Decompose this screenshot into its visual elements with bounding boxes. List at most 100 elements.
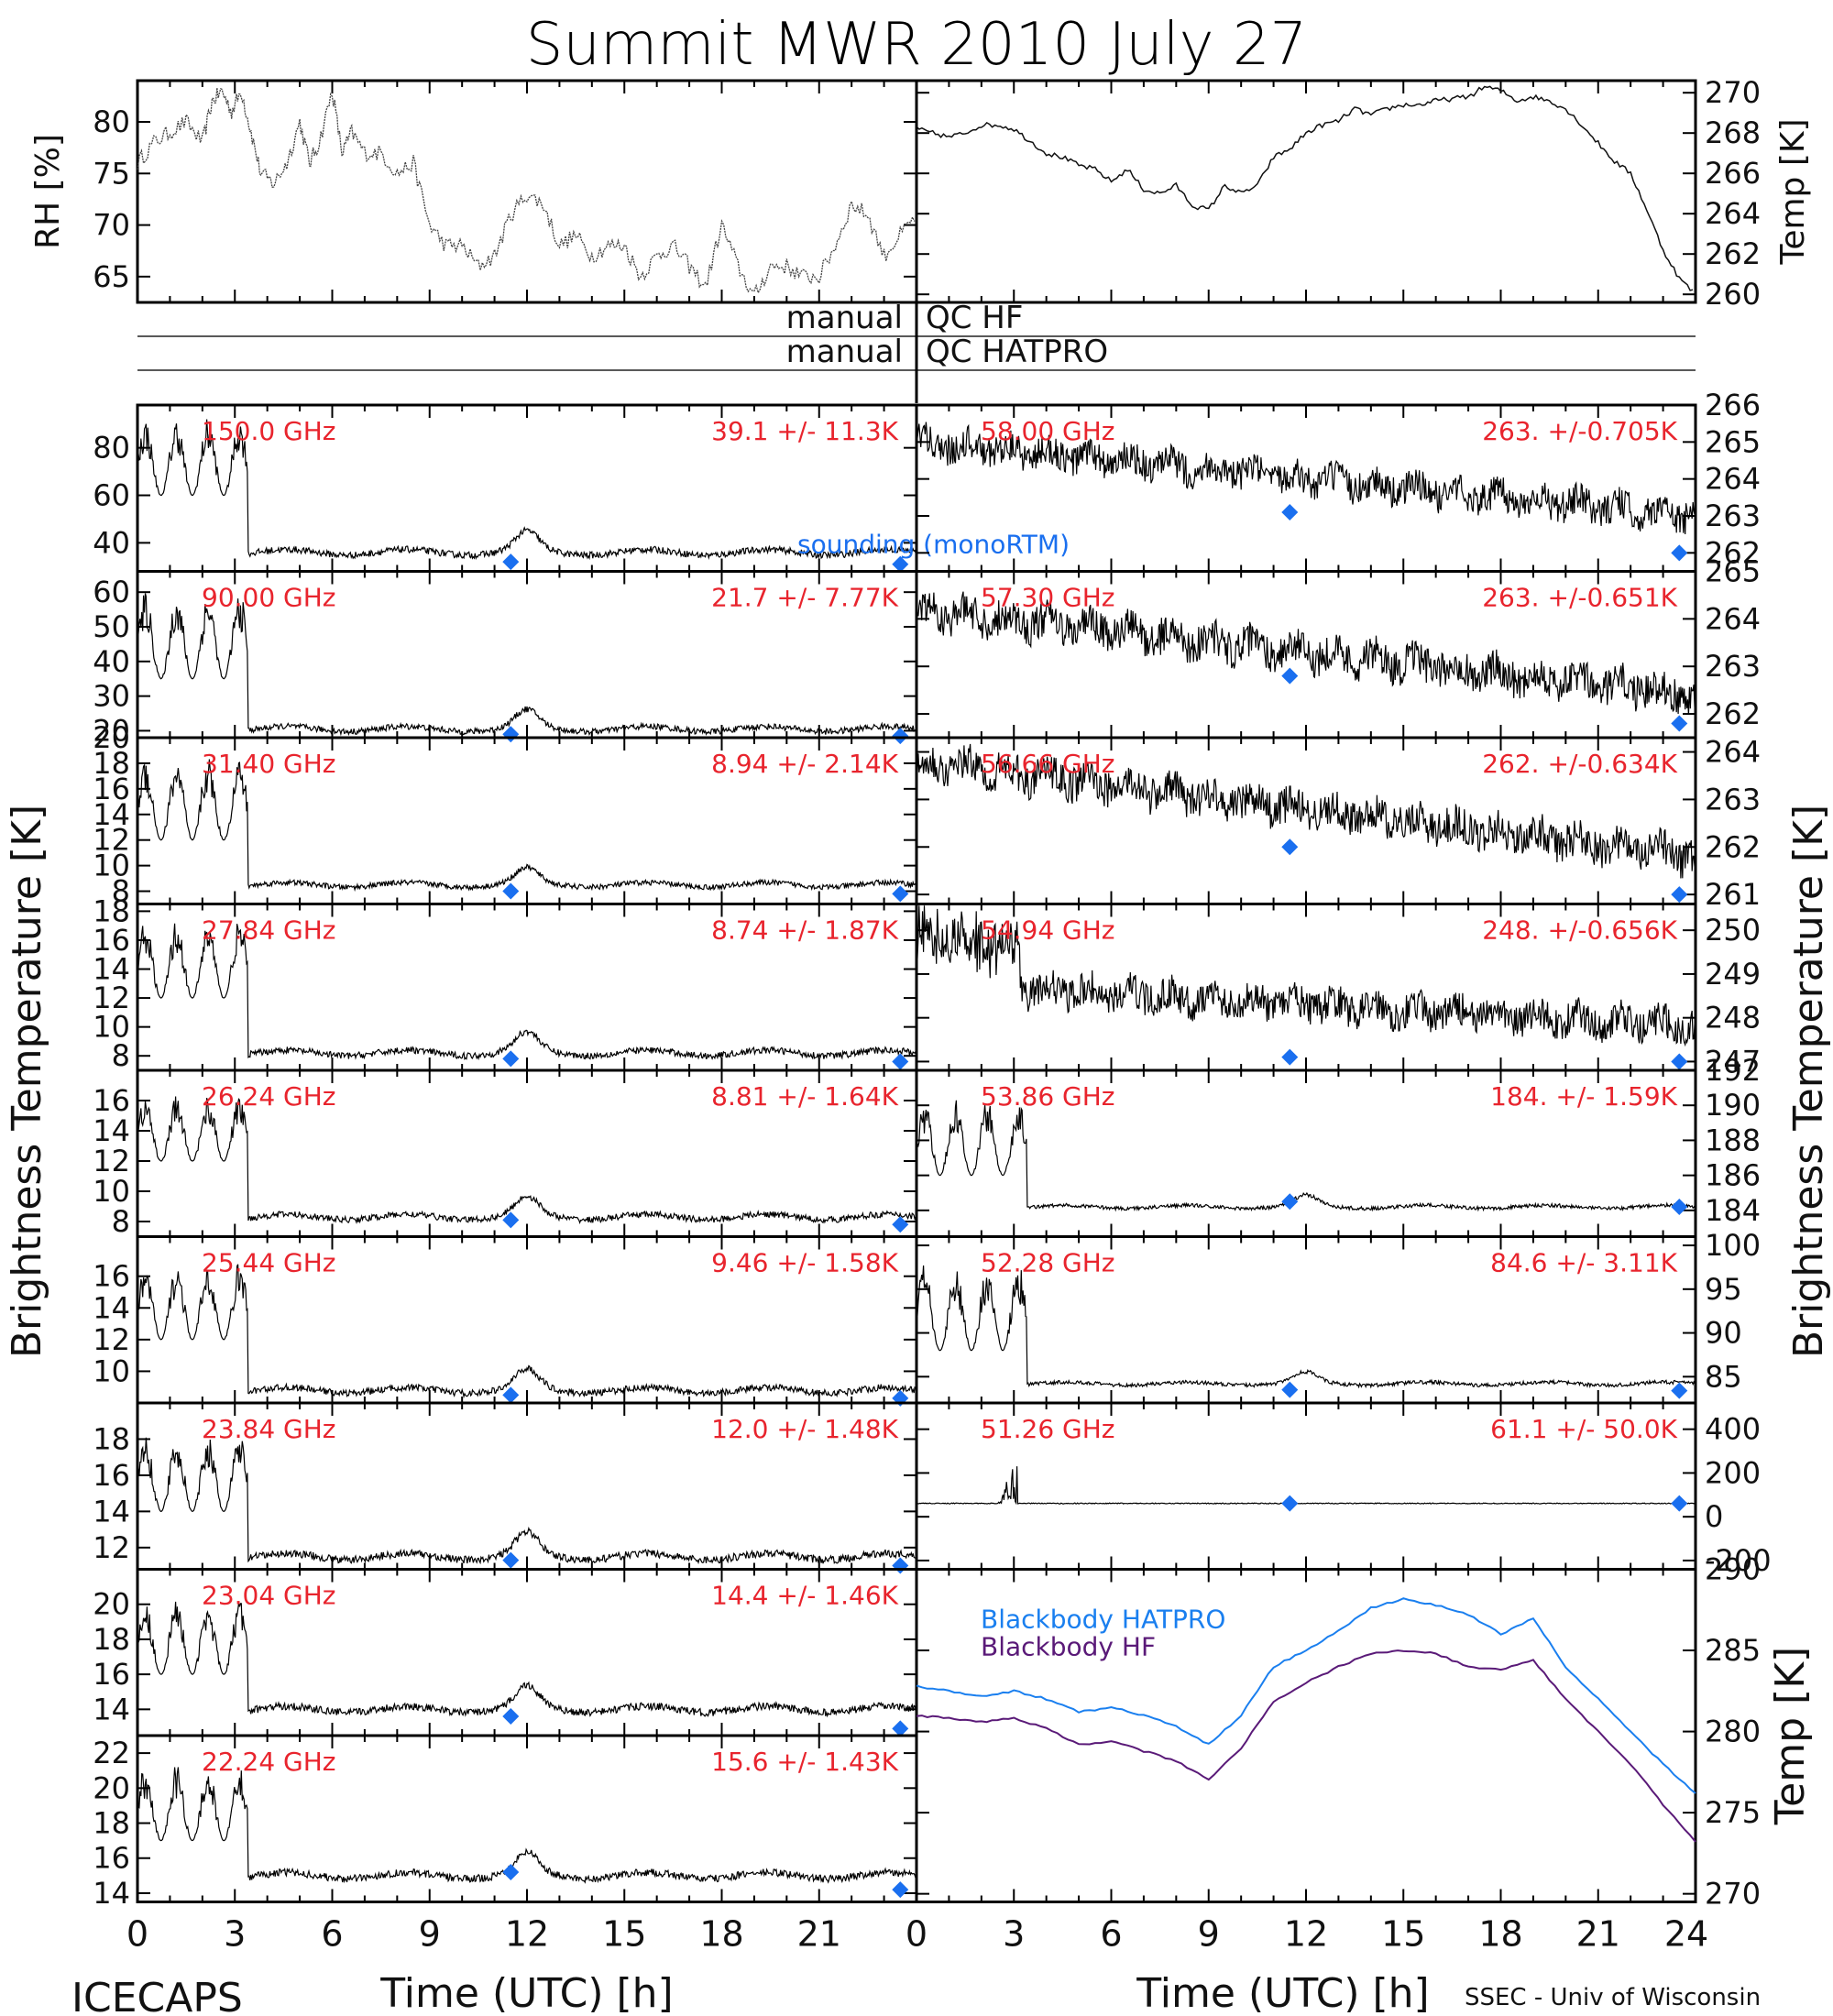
channel-stat-10: 15.6 +/- 1.43K [711, 1747, 898, 1777]
xtick-left-7: 21 [797, 1914, 841, 1955]
xtick-right-0: 0 [906, 1914, 927, 1955]
ch8-ytick: 18 [93, 1421, 130, 1456]
channel-trace-17 [916, 1466, 1696, 1506]
channel-trace-11 [916, 422, 1696, 535]
ch11-ytick: 265 [1705, 424, 1761, 459]
ch16-ytick: 95 [1705, 1272, 1742, 1307]
sounding-point-11-1 [1671, 544, 1688, 562]
channel-stat-3: 21.7 +/- 7.77K [711, 583, 898, 613]
channel-stat-11: 263. +/-0.705K [1482, 416, 1677, 446]
xtick-left-1: 3 [224, 1914, 246, 1955]
sounding-point-12-0 [1281, 667, 1299, 685]
channel-stat-4: 8.94 +/- 2.14K [711, 749, 898, 779]
channel-trace-13 [916, 743, 1696, 879]
qc-hatpro-label: QC HATPRO [926, 334, 1108, 370]
xtick-right-5: 15 [1381, 1914, 1425, 1955]
xtick-left-6: 18 [699, 1914, 743, 1955]
channel-trace-9 [137, 1601, 917, 1718]
channel-stat-6: 8.81 +/- 1.64K [711, 1081, 898, 1112]
channel-freq-4: 31.40 GHz [202, 749, 336, 779]
figure-title: Summit MWR 2010 July 27 [526, 11, 1308, 79]
ch7-ytick: 12 [93, 1322, 130, 1357]
xtick-right-3: 9 [1198, 1914, 1220, 1955]
channel-stat-7: 9.46 +/- 1.58K [711, 1248, 898, 1278]
channel-trace-10 [137, 1767, 917, 1884]
ch15-ytick: 190 [1705, 1088, 1761, 1123]
ch9-ytick: 16 [93, 1657, 130, 1692]
xtick-left-4: 12 [505, 1914, 549, 1955]
ch5-ytick: 14 [93, 952, 130, 987]
ch9-ytick: 14 [93, 1692, 130, 1726]
ch10-ytick: 14 [93, 1876, 130, 1911]
sounding-point-12-1 [1671, 715, 1688, 732]
channel-stat-2: 39.1 +/- 11.3K [711, 416, 898, 446]
channel-trace-6 [137, 1096, 917, 1225]
channel-stat-14: 248. +/-0.656K [1482, 915, 1677, 946]
bb-ytick: 285 [1705, 1633, 1761, 1668]
rh-ytick: 80 [93, 104, 130, 139]
sounding-point-16-0 [1281, 1381, 1299, 1398]
channel-freq-14: 54.94 GHz [981, 915, 1115, 946]
ch10-ytick: 20 [93, 1770, 130, 1805]
ch4-ytick: 14 [93, 797, 130, 832]
rh-line [137, 87, 916, 295]
xtick-left-3: 9 [419, 1914, 441, 1955]
channel-stat-13: 262. +/-0.634K [1482, 749, 1677, 779]
ch15-ytick: 192 [1705, 1053, 1761, 1088]
ch14-ytick: 247 [1705, 1044, 1761, 1079]
ch17-ytick: 400 [1705, 1412, 1761, 1447]
y-label-left: Brightness Temperature [K] [4, 805, 50, 1358]
ch12-ytick: 263 [1705, 649, 1761, 684]
x-label-right: Time (UTC) [h] [1136, 1970, 1429, 2016]
ch3-ytick: 40 [93, 644, 130, 679]
ch6-ytick: 10 [93, 1174, 130, 1209]
channel-freq-9: 23.04 GHz [202, 1581, 336, 1611]
x-label-left: Time (UTC) [h] [379, 1970, 673, 2016]
sounding-point-11-0 [1281, 503, 1299, 520]
ch5-ytick: 8 [112, 1038, 130, 1073]
ch17-ytick: -200 [1705, 1543, 1772, 1578]
ch6-ytick: 16 [93, 1083, 130, 1118]
temp-ytick: 268 [1705, 115, 1761, 150]
ch3-ytick: 30 [93, 679, 130, 714]
sounding-point-17-0 [1281, 1495, 1299, 1512]
ch12-ytick: 262 [1705, 696, 1761, 731]
sounding-point-10-0 [502, 1864, 520, 1881]
ch3-ytick: 60 [93, 575, 130, 609]
channel-freq-12: 57.30 GHz [981, 583, 1115, 613]
blackbody-line-0 [916, 1597, 1696, 1794]
channel-freq-8: 23.84 GHz [202, 1414, 336, 1444]
temp-line [916, 85, 1694, 291]
ch4-ytick: 10 [93, 849, 130, 883]
channel-trace-14 [916, 905, 1696, 1047]
channel-freq-17: 51.26 GHz [981, 1414, 1115, 1444]
ch11-ytick: 266 [1705, 388, 1761, 422]
sounding-point-16-1 [1671, 1382, 1688, 1399]
ch10-ytick: 16 [93, 1841, 130, 1876]
sounding-point-4-1 [892, 885, 909, 903]
ch4-ytick: 12 [93, 823, 130, 858]
blackbody-legend-1: Blackbody HF [981, 1632, 1156, 1662]
ch9-ytick: 18 [93, 1622, 130, 1657]
temp-panel [915, 79, 1697, 304]
qc-rows: manual QC HF manual QC HATPRO [137, 300, 1696, 371]
ch14-ytick: 249 [1705, 957, 1761, 992]
ch12-ytick: 264 [1705, 601, 1761, 636]
channel-trace-7 [137, 1264, 917, 1399]
channel-trace-8 [137, 1437, 917, 1565]
sounding-point-13-0 [1281, 838, 1299, 856]
ch6-ytick: 14 [93, 1113, 130, 1148]
channel-stat-17: 61.1 +/- 50.0K [1490, 1414, 1677, 1444]
qc-hf-label: QC HF [926, 300, 1023, 336]
channel-freq-3: 90.00 GHz [202, 583, 336, 613]
channel-trace-15 [916, 1100, 1696, 1212]
ch4-ytick: 18 [93, 746, 130, 781]
sounding-point-2-0 [502, 553, 520, 571]
ch7-ytick: 10 [93, 1353, 130, 1388]
sounding-point-6-1 [892, 1216, 909, 1233]
sounding-point-15-0 [1281, 1193, 1299, 1211]
channel-stat-15: 184. +/- 1.59K [1490, 1081, 1677, 1112]
blackbody-line-1 [916, 1649, 1696, 1843]
bb-ytick: 290 [1705, 1552, 1761, 1587]
